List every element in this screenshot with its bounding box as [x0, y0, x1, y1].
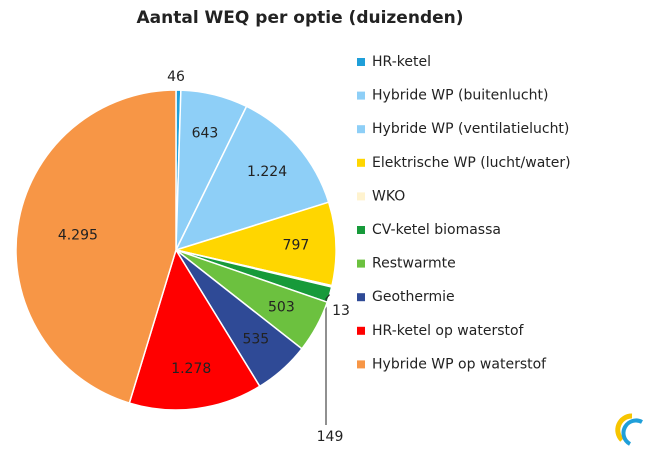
legend-label: Hybride WP op waterstof: [372, 356, 547, 372]
data-label: 13: [332, 303, 350, 319]
data-label: 1.278: [171, 361, 211, 377]
legend-swatch: [357, 91, 365, 100]
legend-label: Elektrische WP (lucht/water): [372, 155, 571, 171]
legend-label: Hybride WP (buitenlucht): [372, 88, 548, 104]
data-label: 643: [192, 126, 219, 142]
legend-label: Restwarmte: [372, 256, 456, 272]
legend-swatch: [357, 226, 365, 234]
chart-title: Aantal WEQ per optie (duizenden): [136, 8, 463, 28]
legend-label: WKO: [372, 188, 405, 204]
legend-label: Geothermie: [372, 289, 455, 305]
legend-swatch: [357, 293, 365, 302]
logo: [615, 413, 643, 446]
legend-swatch: [357, 259, 365, 268]
data-label: 46: [167, 69, 185, 85]
legend-swatch: [357, 125, 365, 134]
legend-swatch: [357, 326, 365, 335]
legend-label: Hybride WP (ventilatielucht): [372, 121, 569, 137]
pie-slice: [128, 248, 261, 411]
legend-label: HR-ketel: [372, 54, 431, 70]
leader-line: [325, 294, 331, 425]
legend-label: HR-ketel op waterstof: [372, 323, 525, 339]
legend-swatch: [357, 158, 365, 167]
data-label: 503: [268, 299, 295, 315]
legend-swatch: [357, 58, 365, 66]
data-label: 797: [283, 237, 310, 253]
legend-swatch: [357, 360, 365, 369]
data-label: 4.295: [58, 227, 98, 243]
data-label: 149: [317, 429, 344, 445]
legend-label: CV-ketel biomassa: [372, 222, 501, 238]
pie-slice: [173, 201, 337, 287]
data-label: 535: [242, 332, 269, 348]
data-label: 1.224: [247, 164, 287, 180]
pie-slice: [15, 89, 177, 404]
legend-swatch: [357, 192, 365, 201]
